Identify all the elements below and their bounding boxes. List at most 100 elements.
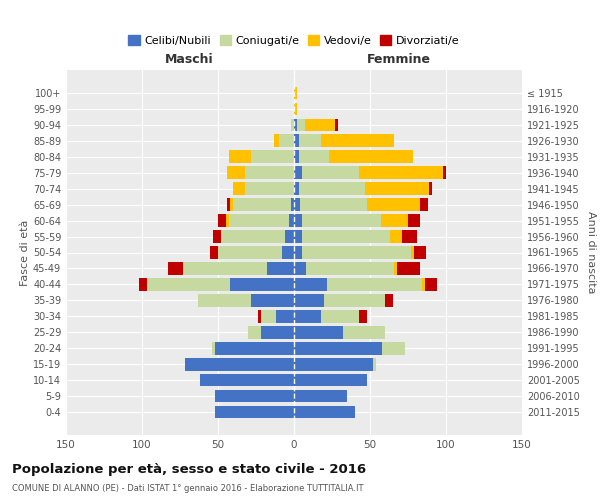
Bar — [300, 198, 367, 211]
Bar — [245, 166, 294, 179]
Bar — [299, 134, 322, 147]
Bar — [185, 358, 294, 370]
Bar — [425, 278, 437, 290]
Text: Maschi: Maschi — [165, 54, 214, 66]
Bar — [183, 262, 266, 274]
Bar — [294, 374, 367, 386]
Bar — [227, 198, 230, 211]
Bar — [325, 294, 385, 306]
Bar — [282, 246, 294, 258]
Bar — [302, 214, 380, 227]
Bar — [322, 134, 394, 147]
Bar — [299, 182, 365, 195]
Bar — [260, 310, 276, 322]
Bar — [397, 262, 420, 274]
Bar — [274, 134, 279, 147]
Bar — [380, 214, 408, 227]
Bar — [359, 310, 367, 322]
Bar — [305, 118, 335, 131]
Bar — [373, 358, 376, 370]
Bar — [294, 102, 297, 115]
Bar — [302, 230, 390, 243]
Text: COMUNE DI ALANNO (PE) - Dati ISTAT 1° gennaio 2016 - Elaborazione TUTTITALIA.IT: COMUNE DI ALANNO (PE) - Dati ISTAT 1° ge… — [12, 484, 364, 493]
Y-axis label: Fasce di età: Fasce di età — [20, 220, 30, 286]
Bar — [297, 118, 305, 131]
Bar — [215, 342, 294, 354]
Bar — [294, 118, 297, 131]
Bar — [291, 118, 294, 131]
Bar — [211, 246, 218, 258]
Bar — [251, 150, 294, 163]
Bar — [322, 310, 359, 322]
Bar — [294, 150, 299, 163]
Bar — [443, 166, 446, 179]
Bar — [382, 342, 405, 354]
Bar — [218, 246, 282, 258]
Bar — [294, 262, 306, 274]
Bar — [266, 262, 294, 274]
Bar — [367, 198, 420, 211]
Bar — [294, 166, 302, 179]
Text: Femmine: Femmine — [367, 54, 431, 66]
Bar — [414, 246, 426, 258]
Bar — [279, 134, 294, 147]
Bar — [215, 406, 294, 418]
Y-axis label: Anni di nascita: Anni di nascita — [586, 211, 596, 294]
Bar — [294, 358, 373, 370]
Bar — [276, 310, 294, 322]
Bar — [218, 214, 226, 227]
Bar — [289, 214, 294, 227]
Bar — [365, 182, 429, 195]
Bar — [285, 230, 294, 243]
Bar — [306, 262, 394, 274]
Bar — [385, 294, 393, 306]
Bar — [429, 182, 433, 195]
Bar — [299, 150, 329, 163]
Bar — [227, 166, 245, 179]
Bar — [230, 278, 294, 290]
Bar — [390, 230, 402, 243]
Bar — [394, 262, 397, 274]
Bar — [146, 278, 230, 290]
Bar — [294, 294, 325, 306]
Bar — [294, 326, 343, 338]
Bar — [294, 390, 347, 402]
Bar — [294, 310, 322, 322]
Bar — [294, 214, 302, 227]
Text: Popolazione per età, sesso e stato civile - 2016: Popolazione per età, sesso e stato civil… — [12, 462, 366, 475]
Bar — [411, 246, 414, 258]
Bar — [294, 86, 297, 99]
Bar — [294, 230, 302, 243]
Bar — [294, 134, 299, 147]
Bar — [422, 278, 425, 290]
Bar — [229, 214, 289, 227]
Bar — [248, 326, 260, 338]
Bar — [245, 182, 294, 195]
Bar — [214, 230, 221, 243]
Bar — [420, 198, 428, 211]
Bar — [302, 246, 411, 258]
Bar — [215, 390, 294, 402]
Bar — [291, 198, 294, 211]
Bar — [168, 262, 183, 274]
Bar — [294, 246, 302, 258]
Bar — [335, 118, 338, 131]
Bar — [294, 342, 382, 354]
Bar — [226, 214, 229, 227]
Bar — [260, 326, 294, 338]
Bar — [212, 342, 215, 354]
Bar — [329, 150, 413, 163]
Bar — [257, 310, 260, 322]
Bar — [233, 198, 291, 211]
Bar — [343, 326, 385, 338]
Bar — [198, 294, 251, 306]
Bar — [233, 182, 245, 195]
Bar — [139, 278, 146, 290]
Bar — [230, 198, 233, 211]
Bar — [359, 166, 443, 179]
Bar — [221, 230, 285, 243]
Bar — [328, 278, 422, 290]
Bar — [294, 278, 328, 290]
Bar — [294, 406, 355, 418]
Bar — [302, 166, 359, 179]
